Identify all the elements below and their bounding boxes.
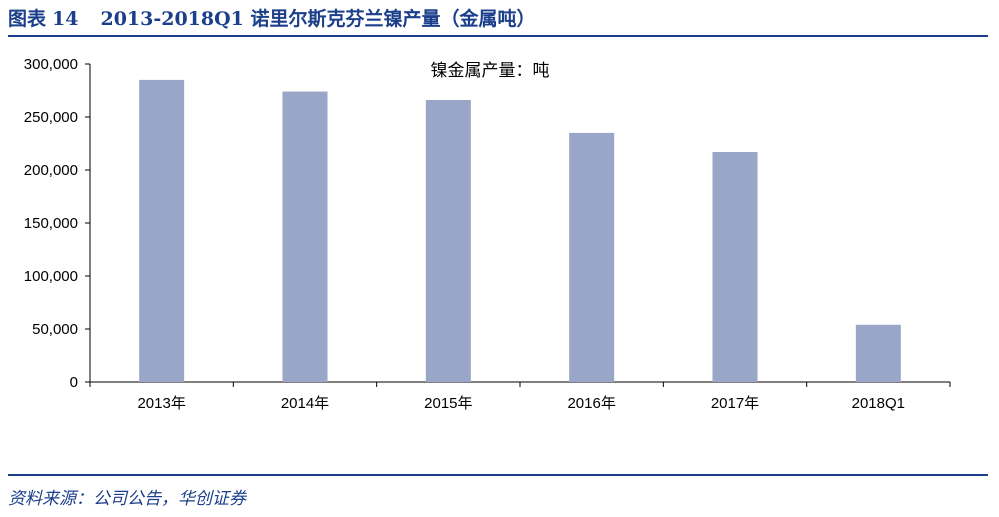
- x-axis: 2013年 2014年 2015年 2016年 2017年 2018Q1: [89, 381, 951, 412]
- y-tick-label: 150,000: [24, 215, 78, 232]
- title-rule: [8, 35, 988, 37]
- bar-chart: 0 50,000 100,000 150,000 200,000 250,000 300,0…: [24, 56, 951, 412]
- figure-label: 图表: [8, 8, 47, 30]
- figure-title-text: 2013-2018Q1 诺里尔斯克芬兰镍产量（金属吨）: [100, 8, 536, 30]
- figure-title: 图表 14 2013-2018Q1 诺里尔斯克芬兰镍产量（金属吨）: [8, 4, 536, 31]
- bar: [282, 91, 328, 382]
- y-axis: 0 50,000 100,000 150,000 200,000 250,000 300,0…: [24, 56, 91, 391]
- source-rule: [8, 474, 988, 476]
- bar: [855, 324, 901, 382]
- x-tick-label: 2016年: [567, 395, 615, 412]
- x-tick-label: 2018Q1: [852, 395, 905, 412]
- y-tick-label: 0: [70, 374, 78, 391]
- x-tick-label: 2013年: [137, 395, 185, 412]
- bar: [139, 79, 185, 383]
- bars: [139, 79, 901, 383]
- y-tick-label: 250,000: [24, 109, 78, 126]
- y-tick-label: 100,000: [24, 268, 78, 285]
- x-tick-label: 2014年: [281, 395, 329, 412]
- legend-label: 镍金属产量：吨: [431, 61, 550, 80]
- bar: [712, 151, 758, 382]
- x-tick-label: 2017年: [711, 395, 759, 412]
- figure-number: 14: [52, 8, 79, 30]
- y-tick-label: 300,000: [24, 56, 78, 73]
- bar: [569, 132, 615, 382]
- y-tick-label: 50,000: [32, 321, 78, 338]
- bar: [425, 100, 471, 382]
- source-note: 资料来源：公司公告，华创证券: [8, 489, 246, 509]
- y-tick-label: 200,000: [24, 162, 78, 179]
- x-tick-label: 2015年: [424, 395, 472, 412]
